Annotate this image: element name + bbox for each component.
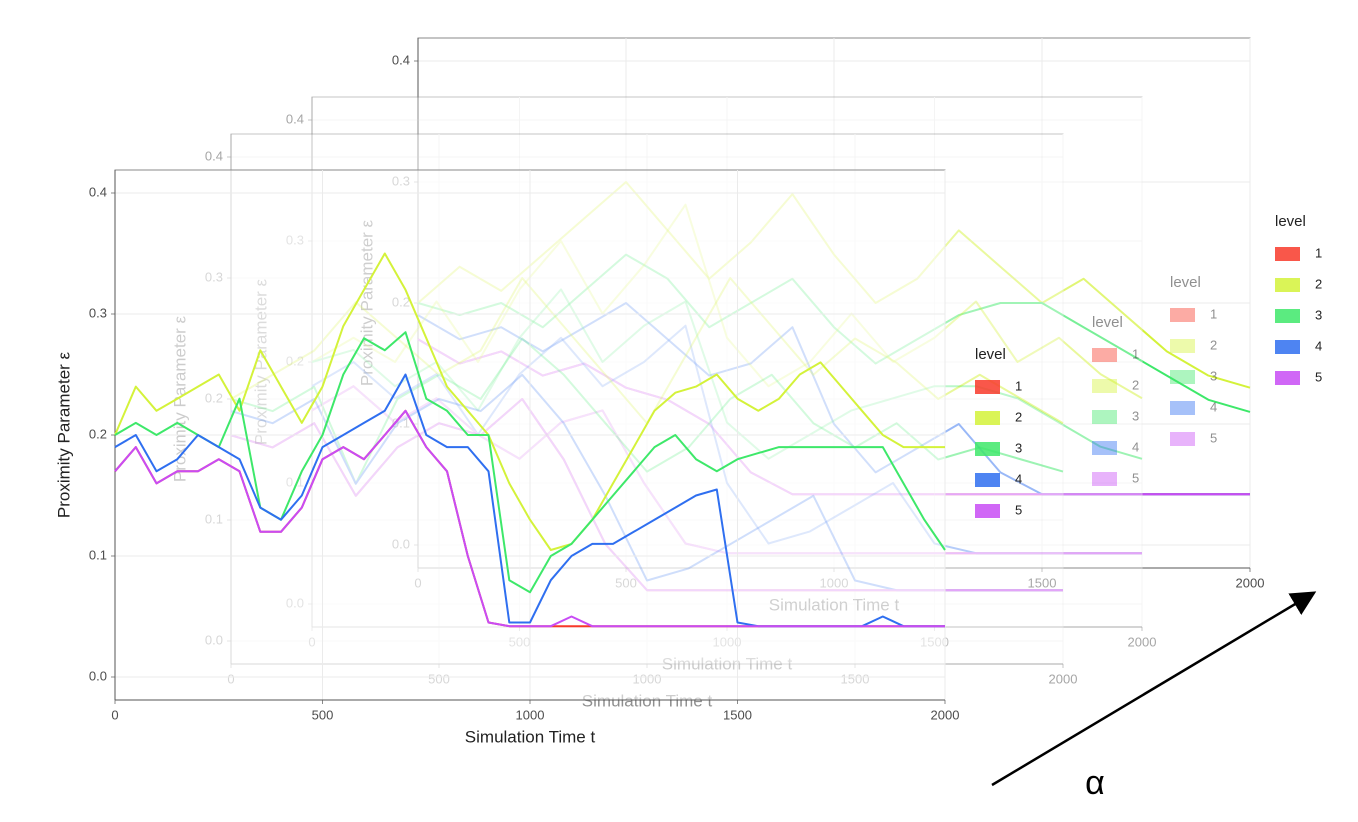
y-tick-label: 0.1 bbox=[89, 547, 107, 562]
y-tick-label: 0.4 bbox=[392, 52, 410, 67]
legend-swatch bbox=[975, 442, 1000, 456]
legend-label: 2 bbox=[1132, 377, 1139, 392]
legend-label: 5 bbox=[1315, 369, 1322, 384]
alpha-arrow bbox=[991, 591, 1317, 787]
legend-swatch bbox=[1170, 370, 1195, 384]
legend-title: level bbox=[1092, 314, 1123, 331]
legend-label: 1 bbox=[1132, 346, 1139, 361]
x-tick-label: 500 bbox=[312, 707, 334, 722]
alpha-label: α bbox=[1085, 764, 1105, 802]
legend-label: 5 bbox=[1015, 502, 1022, 517]
legend-swatch bbox=[1170, 401, 1195, 415]
legend-swatch bbox=[975, 411, 1000, 425]
legend-swatch bbox=[1275, 371, 1300, 385]
legend-label: 3 bbox=[1315, 307, 1322, 322]
legend-title: level bbox=[1170, 274, 1201, 291]
x-tick-label: 2000 bbox=[1128, 634, 1157, 649]
x-tick-label: 1000 bbox=[516, 707, 545, 722]
legend-title: level bbox=[975, 346, 1006, 363]
y-tick-label: 0.0 bbox=[89, 668, 107, 683]
legend-label: 5 bbox=[1210, 430, 1217, 445]
x-tick-label: 2000 bbox=[1049, 671, 1078, 686]
legend-swatch bbox=[975, 473, 1000, 487]
legend-swatch bbox=[1092, 472, 1117, 486]
legend-label: 3 bbox=[1015, 440, 1022, 455]
legend-label: 2 bbox=[1210, 337, 1217, 352]
legend-swatch bbox=[1092, 348, 1117, 362]
legend-label: 3 bbox=[1210, 368, 1217, 383]
legend-swatch bbox=[1170, 339, 1195, 353]
x-axis-title: Simulation Time t bbox=[465, 727, 596, 746]
legend-swatch bbox=[1170, 308, 1195, 322]
legend-swatch bbox=[1275, 278, 1300, 292]
legend-title: level bbox=[1275, 213, 1306, 230]
legend-label: 4 bbox=[1132, 439, 1139, 454]
y-tick-label: 0.3 bbox=[89, 305, 107, 320]
legend-swatch bbox=[1275, 340, 1300, 354]
y-tick-label: 0.4 bbox=[286, 111, 304, 126]
series-line bbox=[114, 252, 945, 551]
legend-label: 2 bbox=[1315, 276, 1322, 291]
legend-label: 1 bbox=[1015, 378, 1022, 393]
panels: 0.0 0.1 0.2 0.3 0.4 0 500 1000 1500 2000 Simulatio… bbox=[54, 37, 1322, 746]
x-tick-label: 0 bbox=[111, 707, 118, 722]
x-tick-label: 1500 bbox=[723, 707, 752, 722]
legend-label: 4 bbox=[1015, 471, 1022, 486]
y-tick-label: 0.4 bbox=[205, 148, 223, 163]
legend-swatch bbox=[975, 504, 1000, 518]
x-tick-label: 2000 bbox=[931, 707, 960, 722]
series-line bbox=[114, 409, 945, 628]
legend-swatch bbox=[1170, 432, 1195, 446]
legend-label: 2 bbox=[1015, 409, 1022, 424]
legend-swatch bbox=[1275, 309, 1300, 323]
legend-label: 3 bbox=[1132, 408, 1139, 423]
legend-swatch bbox=[975, 380, 1000, 394]
legend-label: 4 bbox=[1210, 399, 1217, 414]
legend-swatch bbox=[1092, 379, 1117, 393]
legend-label: 1 bbox=[1210, 306, 1217, 321]
y-tick-label: 0.2 bbox=[89, 426, 107, 441]
series-line bbox=[114, 331, 946, 594]
legend-label: 4 bbox=[1315, 338, 1322, 353]
x-tick-label: 2000 bbox=[1236, 575, 1265, 590]
legend-swatch bbox=[1092, 441, 1117, 455]
panel: 0.0 0.1 0.2 0.3 0.4 0 500 1000 1500 2000 Simulatio… bbox=[54, 169, 1022, 746]
legend-swatch bbox=[1092, 410, 1117, 424]
y-tick-label: 0.4 bbox=[89, 184, 107, 199]
legend-swatch bbox=[1275, 247, 1300, 261]
legend-label: 5 bbox=[1132, 470, 1139, 485]
y-axis-title: Proximity Parameter ε bbox=[54, 351, 73, 518]
legend-label: 1 bbox=[1315, 245, 1322, 260]
x-tick-label: 1500 bbox=[1028, 575, 1057, 590]
